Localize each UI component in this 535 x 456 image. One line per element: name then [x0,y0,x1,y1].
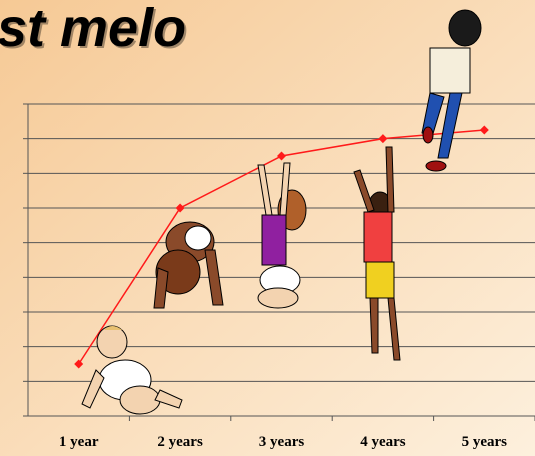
clipart [81,9,482,415]
x-tick-label: 2 years [157,434,203,450]
chart-title: st melo [0,0,186,58]
x-tick-label: 5 years [462,434,508,450]
data-point [378,134,388,144]
data-point [74,359,84,369]
data-point [175,203,185,213]
data-point [277,151,286,161]
x-tick-label: 3 years [259,434,305,450]
data-point [479,125,489,135]
title-shadow: st melo [0,0,188,60]
x-tick-label: 1 year [59,434,99,450]
x-tick-label: 4 years [360,434,406,450]
